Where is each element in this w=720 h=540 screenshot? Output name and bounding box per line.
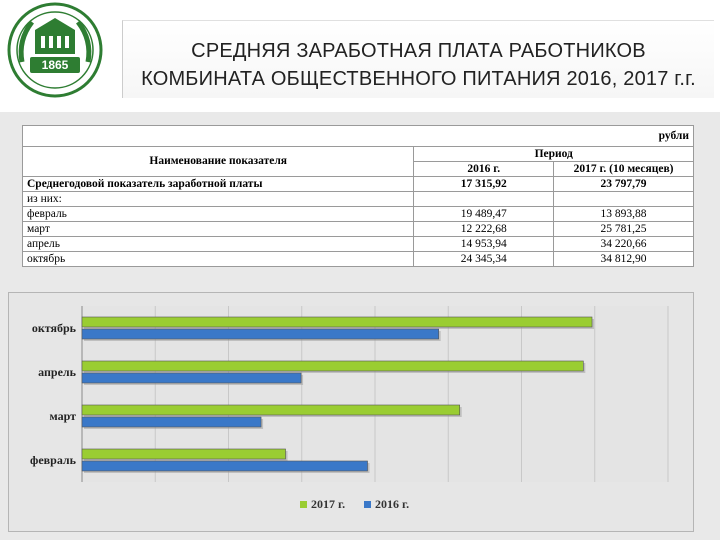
bar: [81, 316, 593, 328]
table-row: Среднегодовой показатель заработной плат…: [21, 176, 694, 192]
units-label: рубли: [22, 125, 694, 147]
row-value-2017: 25 781,25: [553, 221, 694, 237]
legend-label: 2017 г.: [311, 497, 345, 511]
row-value-2016: 12 222,68: [413, 221, 555, 237]
row-label: март: [21, 221, 415, 237]
row-value-2017: 34 812,90: [553, 251, 694, 267]
table-row: октябрь 24 345,34 34 812,90: [21, 251, 694, 267]
legend-swatch: [364, 501, 371, 508]
logo: 1865: [0, 0, 114, 100]
row-label: из них:: [21, 191, 415, 207]
table-header-row: Наименование показателя Период: [21, 146, 694, 177]
col-period-header: Период: [413, 146, 694, 162]
salary-table: рубли Наименование показателя Период 201…: [21, 125, 694, 267]
bar: [81, 360, 584, 372]
table-row: март 12 222,68 25 781,25: [21, 221, 694, 237]
col-2017-header: 2017 г. (10 месяцев): [553, 161, 694, 177]
bar: [81, 460, 368, 472]
row-value-2017: 34 220,66: [553, 236, 694, 252]
bar: [81, 448, 286, 460]
legend-swatch: [300, 501, 307, 508]
bar: [81, 416, 262, 428]
table-row: апрель 14 953,94 34 220,66: [21, 236, 694, 252]
bar: [81, 328, 439, 340]
logo-emblem: 1865: [7, 2, 103, 98]
col-name-header: Наименование показателя: [21, 146, 415, 177]
title-box: СРЕДНЯЯ ЗАРАБОТНАЯ ПЛАТА РАБОТНИКОВ КОМБ…: [122, 20, 714, 98]
category-label: февраль: [30, 453, 77, 467]
row-value-2016: 17 315,92: [413, 176, 555, 192]
row-value-2016: [413, 191, 555, 207]
bar: [81, 372, 302, 384]
bar: [81, 404, 460, 416]
table-units-row: рубли: [22, 125, 694, 147]
table-row: февраль 19 489,47 13 893,88: [21, 206, 694, 222]
row-value-2016: 24 345,34: [413, 251, 555, 267]
category-label: март: [49, 409, 76, 423]
table-row: из них:: [21, 191, 694, 207]
logo-year: 1865: [42, 58, 69, 72]
row-label: апрель: [21, 236, 415, 252]
category-label: апрель: [38, 365, 76, 379]
page-title-line2: КОМБИНАТА ОБЩЕСТВЕННОГО ПИТАНИЯ 2016, 20…: [141, 68, 696, 90]
row-label: октябрь: [21, 251, 415, 267]
row-label: февраль: [21, 206, 415, 222]
row-value-2016: 19 489,47: [413, 206, 555, 222]
page-title-line1: СРЕДНЯЯ ЗАРАБОТНАЯ ПЛАТА РАБОТНИКОВ: [191, 40, 646, 62]
col-2016-header: 2016 г.: [413, 161, 555, 177]
row-label: Среднегодовой показатель заработной плат…: [21, 176, 415, 192]
row-value-2017: 23 797,79: [553, 176, 694, 192]
page-title: СРЕДНЯЯ ЗАРАБОТНАЯ ПЛАТА РАБОТНИКОВ КОМБ…: [123, 37, 714, 93]
legend-label: 2016 г.: [375, 497, 409, 511]
row-value-2017: [553, 191, 694, 207]
salary-bar-chart: октябрь апрель март февраль 2017 г. 2016 г.: [30, 306, 669, 511]
row-value-2016: 14 953,94: [413, 236, 555, 252]
row-value-2017: 13 893,88: [553, 206, 694, 222]
category-label: октябрь: [32, 321, 77, 335]
